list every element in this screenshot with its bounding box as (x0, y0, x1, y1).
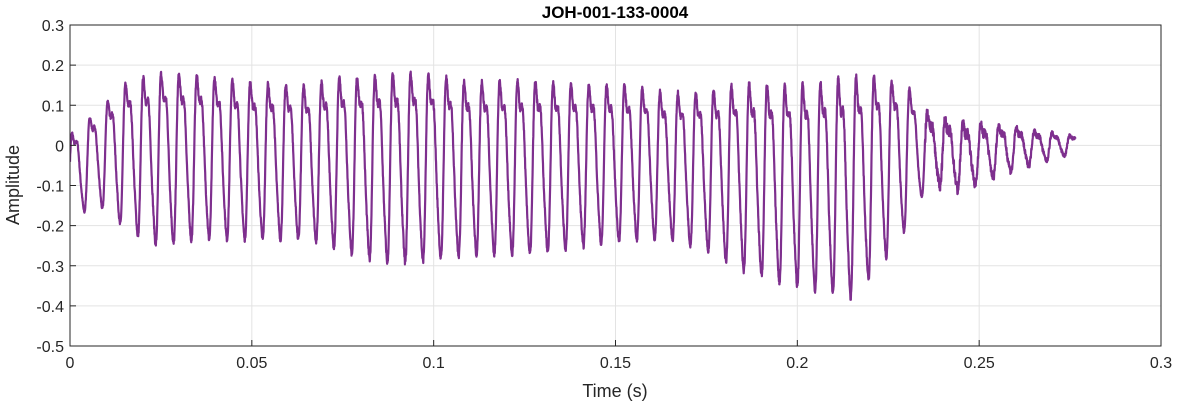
y-tick-label: -0.2 (36, 219, 64, 236)
y-tick-label: 0.1 (42, 98, 64, 115)
x-tick-label: 0.3 (1150, 355, 1172, 372)
x-axis: 0 0.05 0.1 0.15 0.2 0.25 0.3 (66, 340, 1172, 372)
x-tick-label: 0.1 (423, 355, 445, 372)
x-tick-label: 0.2 (786, 355, 808, 372)
x-tick-label: 0 (66, 355, 75, 372)
y-axis: -0.5 -0.4 -0.3 -0.2 -0.1 0 0.1 0.2 0.3 (36, 18, 76, 356)
y-tick-label: 0.2 (42, 58, 64, 75)
x-axis-label: Time (s) (582, 381, 647, 401)
y-tick-label: 0 (55, 138, 64, 155)
y-tick-label: -0.1 (36, 179, 64, 196)
x-tick-label: 0.15 (600, 355, 631, 372)
series-line (70, 70, 1077, 301)
series-layer (70, 70, 1077, 301)
y-tick-label: -0.4 (36, 299, 64, 316)
x-tick-label: 0.05 (236, 355, 267, 372)
x-tick-label: 0.25 (964, 355, 995, 372)
y-tick-label: -0.3 (36, 259, 64, 276)
y-axis-label: Amplitude (3, 145, 23, 225)
y-tick-label: -0.5 (36, 339, 64, 356)
y-tick-label: 0.3 (42, 18, 64, 35)
chart-title: JOH-001-133-0004 (542, 3, 689, 22)
